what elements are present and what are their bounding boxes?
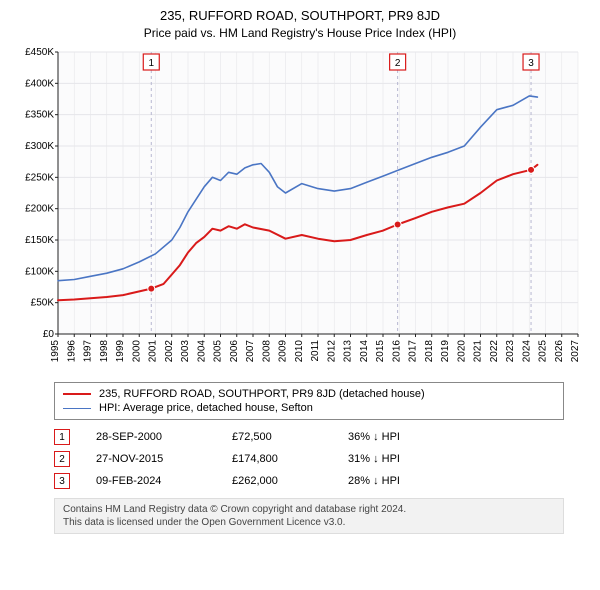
- svg-text:£350K: £350K: [25, 110, 54, 121]
- svg-text:2022: 2022: [489, 340, 500, 363]
- svg-text:1996: 1996: [66, 340, 77, 363]
- marker-badge: 1: [54, 429, 70, 445]
- svg-text:1: 1: [148, 58, 154, 69]
- legend-swatch: [63, 393, 91, 395]
- svg-text:2025: 2025: [538, 340, 549, 363]
- legend: 235, RUFFORD ROAD, SOUTHPORT, PR9 8JD (d…: [54, 382, 564, 420]
- svg-text:£200K: £200K: [25, 204, 54, 215]
- svg-text:£150K: £150K: [25, 235, 54, 246]
- svg-text:£0: £0: [43, 329, 55, 340]
- svg-text:1995: 1995: [50, 340, 61, 363]
- marker-date: 28-SEP-2000: [96, 431, 206, 443]
- svg-text:2021: 2021: [473, 340, 484, 363]
- svg-text:£250K: £250K: [25, 172, 54, 183]
- svg-text:2024: 2024: [521, 340, 532, 363]
- footnote: Contains HM Land Registry data © Crown c…: [54, 498, 564, 534]
- marker-row: 2 27-NOV-2015 £174,800 31% ↓ HPI: [54, 448, 564, 470]
- marker-delta: 28% ↓ HPI: [348, 475, 564, 487]
- marker-badge: 3: [54, 473, 70, 489]
- svg-text:2011: 2011: [310, 340, 321, 362]
- marker-price: £72,500: [232, 431, 322, 443]
- svg-text:2018: 2018: [424, 340, 435, 363]
- svg-text:2007: 2007: [245, 340, 256, 363]
- marker-delta: 36% ↓ HPI: [348, 431, 564, 443]
- marker-date: 09-FEB-2024: [96, 475, 206, 487]
- svg-text:1998: 1998: [99, 340, 110, 363]
- legend-item: 235, RUFFORD ROAD, SOUTHPORT, PR9 8JD (d…: [63, 387, 555, 401]
- chart-area: £0 £50K £100K £150K £200K £250K £300K £350K £400…: [10, 46, 590, 376]
- svg-text:2: 2: [395, 58, 401, 69]
- svg-text:2015: 2015: [375, 340, 386, 363]
- legend-swatch: [63, 408, 91, 409]
- svg-text:2027: 2027: [570, 340, 581, 363]
- svg-text:2014: 2014: [359, 340, 370, 363]
- svg-text:£100K: £100K: [25, 266, 54, 277]
- marker-price: £262,000: [232, 475, 322, 487]
- svg-text:2020: 2020: [456, 340, 467, 363]
- svg-text:1997: 1997: [83, 340, 94, 363]
- marker-price: £174,800: [232, 453, 322, 465]
- svg-text:£400K: £400K: [25, 78, 54, 89]
- svg-text:2023: 2023: [505, 340, 516, 363]
- svg-text:2010: 2010: [294, 340, 305, 363]
- svg-text:2008: 2008: [261, 340, 272, 363]
- legend-label: 235, RUFFORD ROAD, SOUTHPORT, PR9 8JD (d…: [99, 388, 425, 400]
- svg-text:2004: 2004: [196, 340, 207, 363]
- svg-text:2013: 2013: [343, 340, 354, 363]
- svg-text:2017: 2017: [408, 340, 419, 363]
- svg-text:2012: 2012: [326, 340, 337, 363]
- svg-text:2006: 2006: [229, 340, 240, 363]
- svg-text:2003: 2003: [180, 340, 191, 363]
- svg-text:2001: 2001: [148, 340, 159, 363]
- marker-table: 1 28-SEP-2000 £72,500 36% ↓ HPI 2 27-NOV-2015…: [54, 426, 564, 492]
- svg-text:1999: 1999: [115, 340, 126, 363]
- svg-text:2016: 2016: [391, 340, 402, 363]
- page-subtitle: Price paid vs. HM Land Registry's House …: [10, 26, 590, 40]
- line-chart: £0 £50K £100K £150K £200K £250K £300K £350K £400…: [10, 46, 590, 376]
- svg-text:2009: 2009: [278, 340, 289, 363]
- footnote-line: This data is licensed under the Open Gov…: [63, 516, 555, 529]
- svg-text:£50K: £50K: [31, 298, 55, 309]
- svg-text:2005: 2005: [213, 340, 224, 363]
- marker-badge: 2: [54, 451, 70, 467]
- marker-row: 3 09-FEB-2024 £262,000 28% ↓ HPI: [54, 470, 564, 492]
- svg-text:2000: 2000: [131, 340, 142, 363]
- svg-text:£450K: £450K: [25, 47, 54, 58]
- svg-text:£300K: £300K: [25, 141, 54, 152]
- page-title: 235, RUFFORD ROAD, SOUTHPORT, PR9 8JD: [10, 8, 590, 23]
- svg-text:3: 3: [528, 58, 534, 69]
- svg-text:2019: 2019: [440, 340, 451, 363]
- marker-row: 1 28-SEP-2000 £72,500 36% ↓ HPI: [54, 426, 564, 448]
- footnote-line: Contains HM Land Registry data © Crown c…: [63, 503, 555, 516]
- svg-text:2026: 2026: [554, 340, 565, 363]
- marker-date: 27-NOV-2015: [96, 453, 206, 465]
- legend-item: HPI: Average price, detached house, Seft…: [63, 401, 555, 415]
- marker-delta: 31% ↓ HPI: [348, 453, 564, 465]
- legend-label: HPI: Average price, detached house, Seft…: [99, 402, 313, 414]
- svg-text:2002: 2002: [164, 340, 175, 363]
